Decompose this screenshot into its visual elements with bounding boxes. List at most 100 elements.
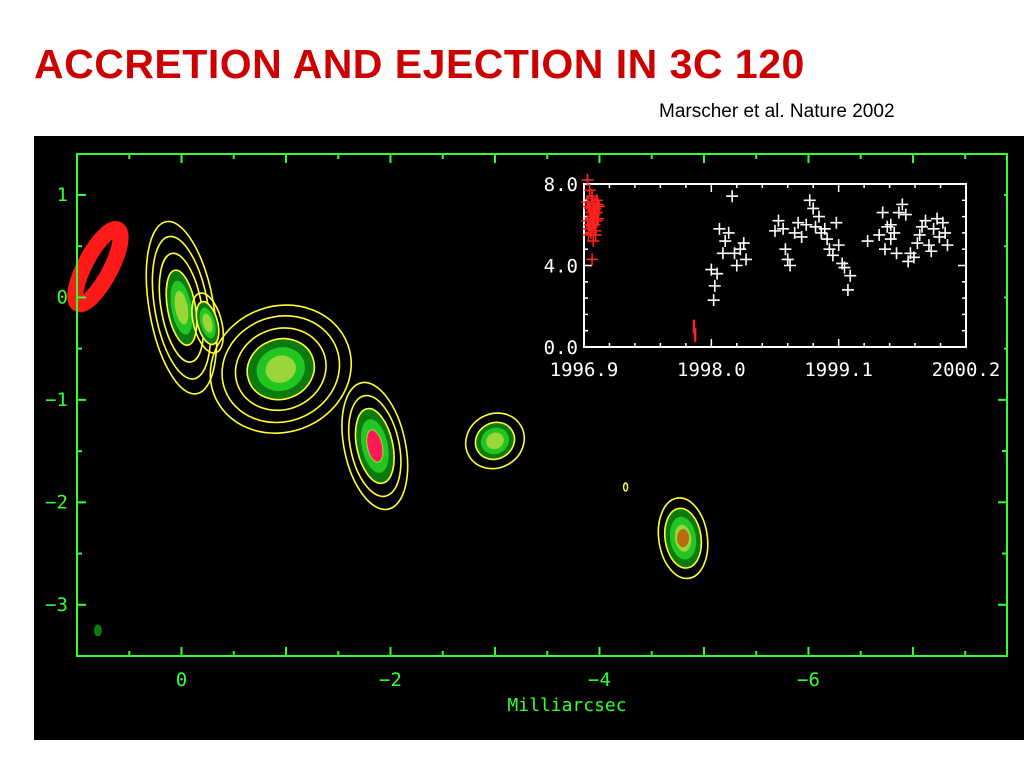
data-point [792,216,805,229]
data-point [826,249,839,262]
data-point [844,269,857,282]
contour-knot-5 [657,497,709,580]
contour-knot-3 [341,381,409,511]
data-point [911,237,924,250]
x-tick-label: −6 [797,669,820,691]
data-point [719,235,732,248]
y-tick-labels: 1 0 −1 −2 −3 [45,184,68,616]
data-point [590,206,603,219]
y-tick-label: −2 [45,491,68,513]
data-point [884,233,897,246]
data-point [899,208,912,221]
noise-spot [93,624,102,637]
data-point [713,222,726,235]
x-axis-label: Milliarcsec [507,695,626,716]
data-point [781,253,794,266]
x-tick-label: −2 [379,669,402,691]
data-point [708,279,721,292]
data-point [716,247,729,260]
data-point [588,218,601,231]
inset-axis-ticks [583,183,967,348]
jet-contours [93,220,709,637]
citation: Marscher et al. Nature 2002 [659,101,895,122]
data-point [769,224,781,237]
emission-knot-1 [202,313,213,333]
data-point [772,214,785,227]
data-point [878,243,891,256]
inset-y-tick-labels: 0.0 4.0 8.0 [544,174,578,359]
data-point [777,222,790,235]
data-point [734,243,747,256]
inset-y-tick-label: 4.0 [544,256,578,278]
x-tick-labels: 0 −2 −4 −6 [176,669,820,691]
data-point [838,261,851,274]
contour-knot-5 [663,507,703,569]
vlbi-figure: 1 0 −1 −2 −3 0 −2 −4 −6 Milliarcsec 0.0 4.0 8.0 1… [34,136,1024,740]
inset-y-tick-label: 0.0 [544,337,578,359]
data-point [807,202,820,215]
data-point [832,239,845,252]
data-point [711,267,724,280]
data-point [873,228,886,241]
data-point [582,228,595,241]
inset-x-tick-label: 1996.9 [550,359,619,381]
x-tick-label: 0 [176,669,187,691]
noise-contour [622,482,629,492]
data-point [941,239,954,252]
inset-x-tick-labels: 1996.9 1998.0 1999.1 2000.2 [550,359,1001,381]
data-point [812,210,825,223]
data-point [830,216,843,229]
y-tick-label: 1 [57,184,68,206]
x-tick-label: −4 [588,669,611,691]
data-point [583,184,596,197]
main-plot-frame [76,153,1008,657]
data-point [821,233,834,246]
slide-title: ACCRETION AND EJECTION IN 3C 120 [34,41,805,87]
data-point [591,198,604,211]
vlbi-jet-map: 1 0 −1 −2 −3 0 −2 −4 −6 Milliarcsec 0.0 4.0 8.0 1… [45,153,1008,716]
data-point [740,253,753,266]
inset-points [581,173,954,342]
data-point [726,190,739,203]
data-point [925,245,938,258]
inset-x-tick-label: 1999.1 [804,359,873,381]
data-point [818,222,831,235]
contour-knot-1 [195,300,220,346]
emission-knot-4 [486,432,504,450]
data-point [888,226,901,239]
data-point [823,243,836,256]
peak-knot-3 [367,430,383,462]
data-point [884,218,897,231]
data-point [896,198,909,211]
data-point [586,190,599,203]
inset-x-tick-label: 2000.2 [932,359,1001,381]
inset-background [504,176,1004,361]
data-point [788,226,801,239]
emission-core [174,290,189,325]
inset-x-tick-label: 1998.0 [677,359,746,381]
contour-knot-2 [234,327,327,412]
contour-core [165,269,198,346]
data-point [586,253,599,266]
inset-y-tick-label: 8.0 [544,174,578,196]
data-point [722,226,735,239]
data-point [939,226,952,239]
data-point [919,214,932,227]
contour-knot-3 [347,394,402,498]
data-point [800,218,813,231]
data-point [581,196,594,209]
contour-knot-3 [354,407,395,485]
data-point [922,239,935,252]
y-tick-label: −1 [45,389,68,411]
contour-knot-2 [246,337,316,401]
data-point [779,243,792,256]
data-point [936,216,949,229]
contour-knot-4 [464,412,526,470]
contour-knot-2 [221,314,341,424]
contour-knot-1 [191,292,225,354]
data-point [809,220,822,233]
data-point [861,235,874,248]
beam-ellipse [67,221,129,313]
data-point [913,228,926,241]
emission-knot-2 [265,355,296,383]
